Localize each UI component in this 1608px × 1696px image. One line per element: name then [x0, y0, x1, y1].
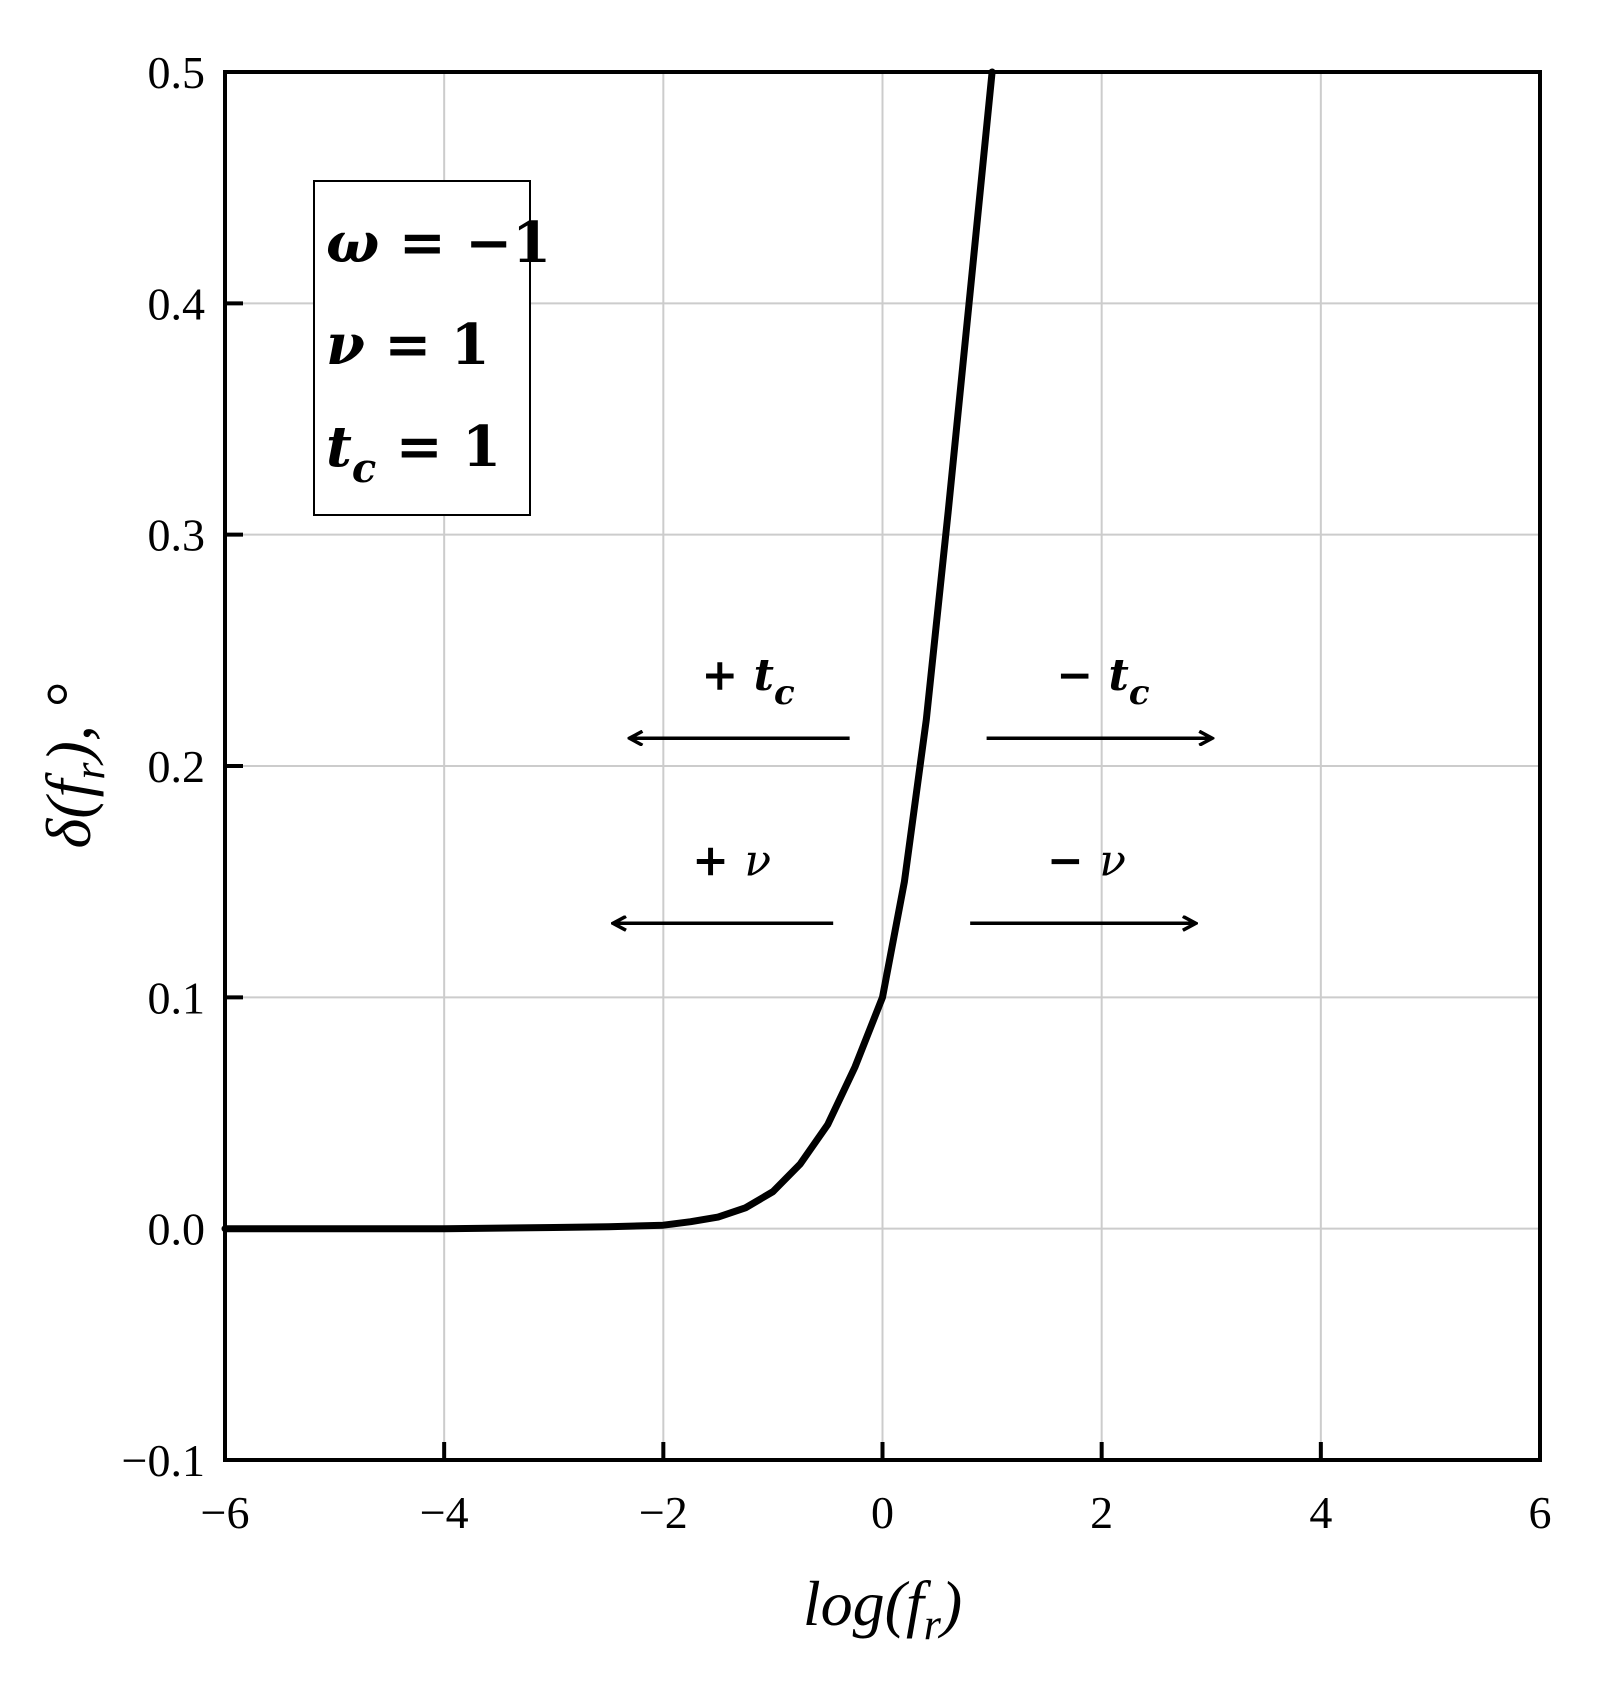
y-tick-label: 0.2	[148, 741, 206, 792]
x-axis-label: log(fr)	[803, 1568, 962, 1649]
y-tick-label: −0.1	[122, 1435, 205, 1486]
legend-entry: ω = −1	[326, 210, 551, 276]
y-tick-label: 0.0	[148, 1204, 206, 1255]
annotation-label: − tc	[1056, 650, 1150, 713]
y-tick-label: 0.1	[148, 972, 206, 1023]
legend-box	[313, 180, 531, 516]
legend-entry: ν = 1	[326, 312, 490, 378]
tick-labels: −6 −4 −2 0 2 4 6 −0.1 0.0 0.1 0.2 0.3 0.4 0.5	[122, 47, 1552, 1538]
legend: ω = −1 ν = 1 tc = 1	[313, 180, 551, 516]
y-tick-label: 0.5	[148, 47, 206, 98]
annotation-label: + ν	[692, 835, 771, 886]
annotation-label: − ν	[1047, 835, 1126, 886]
y-tick-label: 0.4	[148, 278, 206, 329]
x-tick-label: −6	[201, 1487, 250, 1538]
x-tick-label: −2	[639, 1487, 688, 1538]
y-axis-label: δ(fr), °	[33, 684, 114, 849]
y-tick-label: 0.3	[148, 510, 206, 561]
x-tick-label: 0	[871, 1487, 894, 1538]
annotations: + tc − tc + ν − ν	[614, 650, 1211, 923]
x-tick-label: −4	[420, 1487, 469, 1538]
x-tick-label: 2	[1090, 1487, 1113, 1538]
legend-entry: tc = 1	[326, 414, 501, 492]
x-tick-label: 4	[1309, 1487, 1332, 1538]
series-line	[221, 68, 996, 1233]
annotation-label: + tc	[701, 650, 795, 713]
x-tick-label: 6	[1529, 1487, 1552, 1538]
series-layer	[221, 68, 996, 1233]
plot-frame	[223, 70, 1542, 1462]
